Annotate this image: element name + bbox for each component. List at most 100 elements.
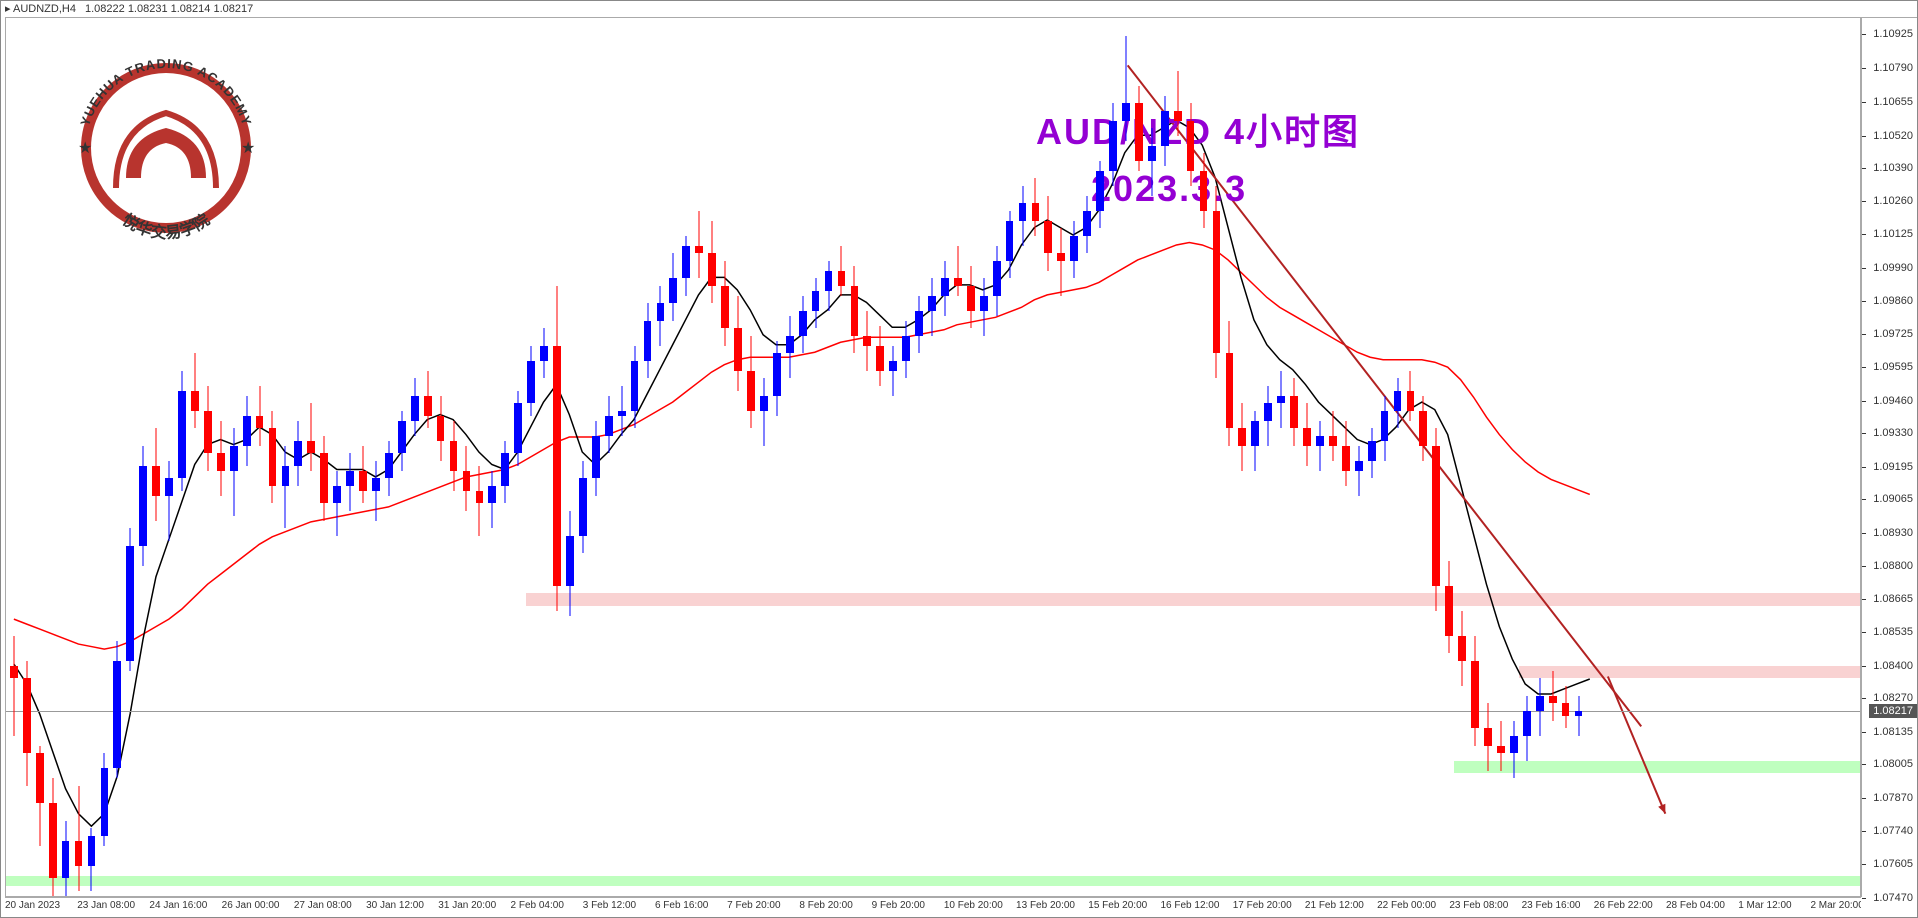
x-tick-label: 30 Jan 12:00 — [366, 900, 424, 911]
x-tick-label: 24 Jan 16:00 — [149, 900, 207, 911]
candle — [915, 18, 923, 897]
candle — [812, 18, 820, 897]
x-tick-label: 20 Jan 2023 — [5, 900, 60, 911]
chart-plot-area[interactable]: YUEHUA TRADING ACADEMY 悦华交易学院 ★ ★ AUD/NZ… — [5, 17, 1861, 897]
candle — [605, 18, 613, 897]
y-axis: 1.109251.107901.106551.105201.103901.102… — [1861, 17, 1917, 897]
candle — [980, 18, 988, 897]
candle — [372, 18, 380, 897]
candle — [1562, 18, 1570, 897]
candle — [1200, 18, 1208, 897]
y-tick-label: 1.07740 — [1873, 825, 1913, 837]
x-tick-label: 22 Feb 00:00 — [1377, 900, 1436, 911]
candle — [1497, 18, 1505, 897]
y-tick-label: 1.09595 — [1873, 361, 1913, 373]
candle — [657, 18, 665, 897]
candle — [967, 18, 975, 897]
candle — [669, 18, 677, 897]
candle — [1264, 18, 1272, 897]
candle — [437, 18, 445, 897]
candle — [1006, 18, 1014, 897]
candle — [1407, 18, 1415, 897]
candle — [695, 18, 703, 897]
candle — [708, 18, 716, 897]
y-tick-label: 1.09195 — [1873, 461, 1913, 473]
y-tick-label: 1.09725 — [1873, 328, 1913, 340]
candle — [1290, 18, 1298, 897]
candle — [269, 18, 277, 897]
candle — [851, 18, 859, 897]
candle — [928, 18, 936, 897]
candle — [1523, 18, 1531, 897]
candle — [385, 18, 393, 897]
candle — [501, 18, 509, 897]
candle — [230, 18, 238, 897]
candle — [514, 18, 522, 897]
chart-container: ▸ AUDNZD,H4 1.08222 1.08231 1.08214 1.08… — [0, 0, 1918, 918]
candle — [631, 18, 639, 897]
y-tick-label: 1.08535 — [1873, 626, 1913, 638]
ohlc-label: 1.08222 1.08231 1.08214 1.08217 — [85, 3, 253, 15]
candle — [734, 18, 742, 897]
candle — [592, 18, 600, 897]
candle — [217, 18, 225, 897]
candle — [178, 18, 186, 897]
candle — [993, 18, 1001, 897]
y-tick-label: 1.09460 — [1873, 395, 1913, 407]
candle — [1057, 18, 1065, 897]
y-tick-label: 1.07470 — [1873, 892, 1913, 904]
y-tick-label: 1.08270 — [1873, 692, 1913, 704]
candle — [1226, 18, 1234, 897]
candle — [1187, 18, 1195, 897]
candle — [1355, 18, 1363, 897]
candle — [62, 18, 70, 897]
candle — [1251, 18, 1259, 897]
candle — [941, 18, 949, 897]
symbol-label: AUDNZD,H4 — [13, 3, 76, 15]
candle — [773, 18, 781, 897]
x-tick-label: 13 Feb 20:00 — [1016, 900, 1075, 911]
x-tick-label: 2 Mar 20:00 — [1810, 900, 1861, 911]
x-tick-label: 10 Feb 20:00 — [944, 900, 1003, 911]
x-tick-label: 17 Feb 20:00 — [1233, 900, 1292, 911]
x-tick-label: 26 Feb 22:00 — [1594, 900, 1653, 911]
y-tick-label: 1.08800 — [1873, 560, 1913, 572]
candle — [838, 18, 846, 897]
candle — [902, 18, 910, 897]
x-tick-label: 28 Feb 04:00 — [1666, 900, 1725, 911]
candle — [75, 18, 83, 897]
candle — [424, 18, 432, 897]
x-tick-label: 23 Feb 16:00 — [1522, 900, 1581, 911]
y-tick-label: 1.09860 — [1873, 295, 1913, 307]
x-tick-label: 3 Feb 12:00 — [583, 900, 636, 911]
candle — [23, 18, 31, 897]
candle — [1238, 18, 1246, 897]
candle — [1432, 18, 1440, 897]
candle — [165, 18, 173, 897]
candle — [1161, 18, 1169, 897]
candle — [476, 18, 484, 897]
x-tick-label: 15 Feb 20:00 — [1088, 900, 1147, 911]
candle — [1445, 18, 1453, 897]
candle — [1032, 18, 1040, 897]
x-axis: 20 Jan 202323 Jan 08:0024 Jan 16:0026 Ja… — [5, 897, 1861, 917]
y-tick-label: 1.10125 — [1873, 228, 1913, 240]
candle — [1329, 18, 1337, 897]
candle — [1536, 18, 1544, 897]
candle — [101, 18, 109, 897]
candle — [799, 18, 807, 897]
x-tick-label: 23 Feb 08:00 — [1449, 900, 1508, 911]
candle — [1381, 18, 1389, 897]
x-tick-label: 27 Jan 08:00 — [294, 900, 352, 911]
candle — [527, 18, 535, 897]
candle — [320, 18, 328, 897]
candle — [889, 18, 897, 897]
candle — [204, 18, 212, 897]
candle — [333, 18, 341, 897]
candle — [10, 18, 18, 897]
candle — [359, 18, 367, 897]
candle — [1458, 18, 1466, 897]
candle — [1019, 18, 1027, 897]
candle — [1316, 18, 1324, 897]
candle — [1213, 18, 1221, 897]
